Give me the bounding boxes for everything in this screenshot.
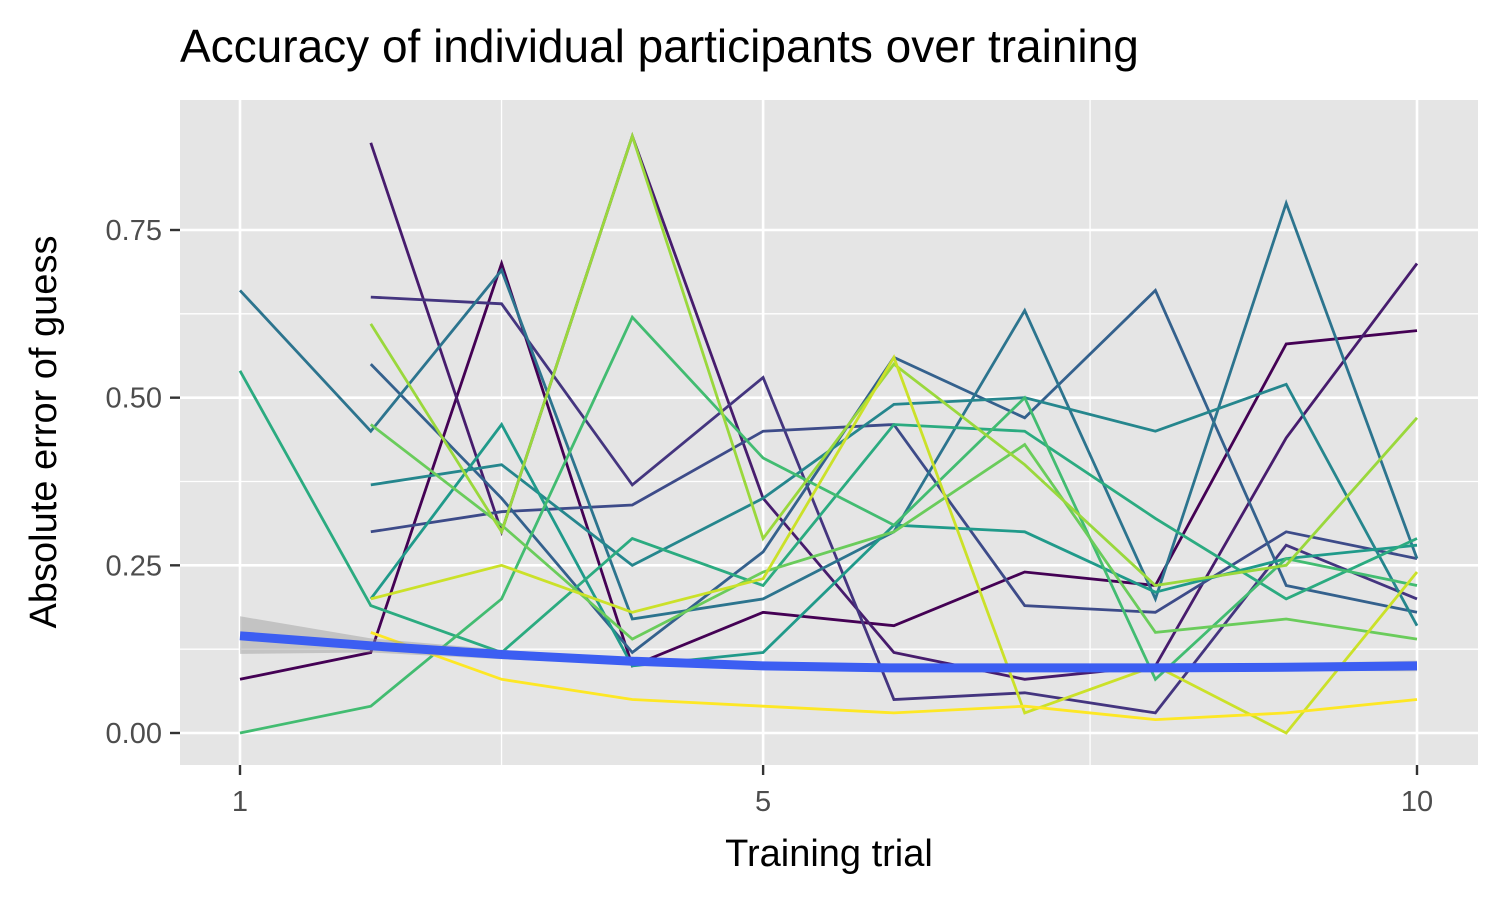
x-tick-label: 10	[1401, 786, 1433, 818]
plot-panel	[180, 100, 1478, 765]
y-axis-title: Absolute error of guess	[23, 236, 65, 629]
x-axis-title: Training trial	[725, 833, 933, 875]
series-line	[239, 259, 1418, 681]
series-line	[238, 370, 1418, 655]
x-tick-label: 5	[755, 786, 771, 818]
series-line	[370, 354, 1419, 735]
y-tick-label: 0.25	[106, 550, 162, 582]
series-lines	[238, 131, 1419, 735]
y-tick-label: 0.75	[106, 215, 162, 247]
smooth-trend	[239, 616, 1418, 673]
series-line	[369, 423, 1418, 641]
series-line	[238, 198, 1419, 621]
x-tick-label: 1	[232, 786, 248, 818]
series-line	[370, 382, 1419, 627]
series-line	[369, 131, 1419, 587]
axes: 0.00 0.25 0.50 0.75 1 5 10	[106, 215, 1434, 818]
y-tick-label: 0.00	[106, 718, 162, 750]
series-line	[370, 295, 1418, 715]
chart-title: Accuracy of individual participants over…	[180, 20, 1139, 72]
series-line	[370, 631, 1418, 722]
y-tick-label: 0.50	[106, 383, 162, 415]
smooth-line	[239, 631, 1418, 673]
